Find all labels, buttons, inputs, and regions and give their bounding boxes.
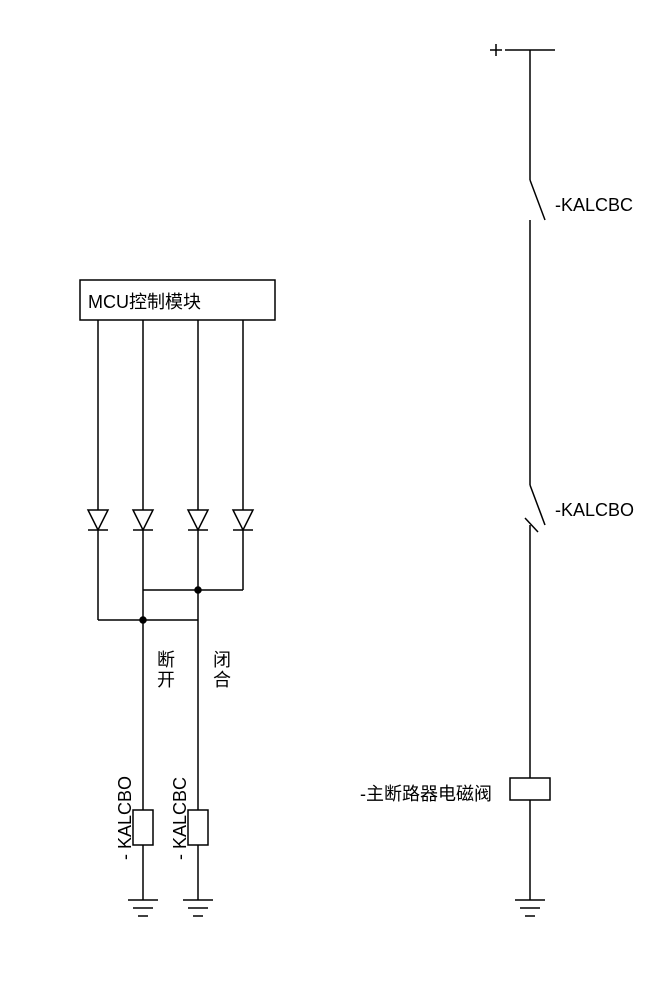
mcu-label: MCU控制模块 (88, 288, 201, 314)
open-label: 断开 (152, 650, 178, 690)
solenoid-label: -主断路器电磁阀 (360, 780, 492, 806)
kalcbo-switch-label: -KALCBO (555, 500, 634, 521)
kalcbc-switch-label: -KALCBC (555, 195, 633, 216)
kalcbo-coil-label: - KALCBO (115, 776, 136, 860)
close-label: 闭合 (208, 650, 234, 690)
ground-left-2 (183, 900, 213, 916)
solenoid-box (510, 778, 550, 800)
kalcbc-coil-label: - KALCBC (170, 777, 191, 860)
diode-1 (88, 510, 108, 530)
ground-right (515, 900, 545, 916)
ground-left-1 (128, 900, 158, 916)
diode-4 (233, 510, 253, 530)
kalcbo-coil (133, 810, 153, 845)
kalcbc-switch (530, 180, 545, 220)
kalcbc-coil (188, 810, 208, 845)
diode-3 (188, 510, 208, 530)
kalcbo-switch (525, 485, 545, 532)
diode-2 (133, 510, 153, 530)
